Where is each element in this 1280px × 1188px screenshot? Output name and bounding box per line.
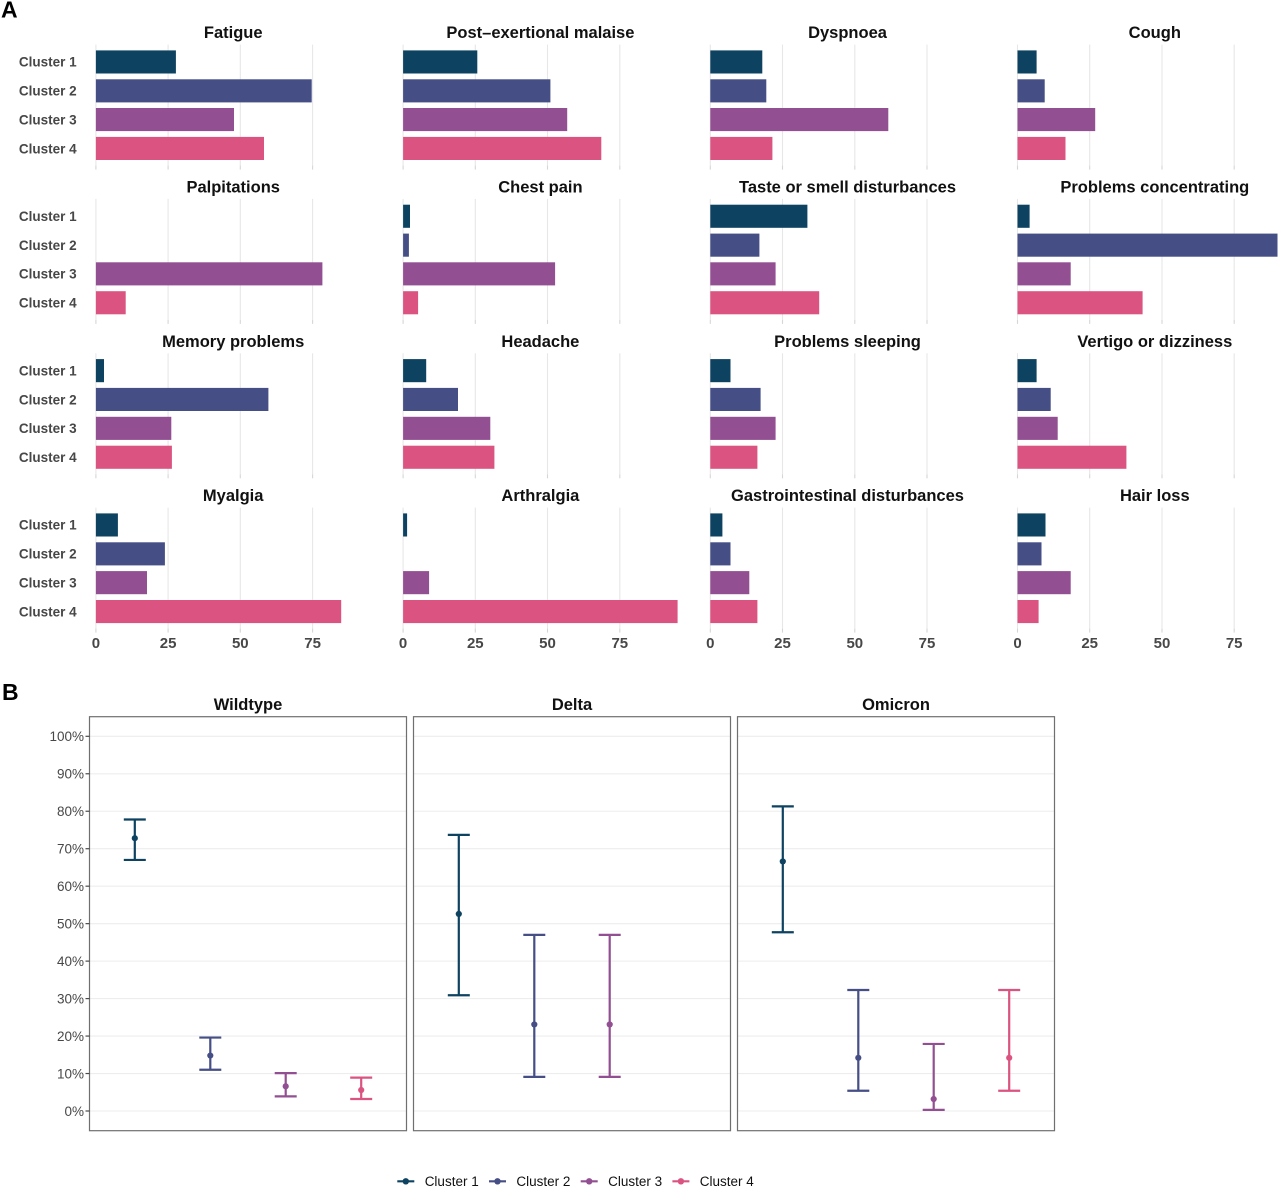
svg-text:75: 75 bbox=[304, 635, 321, 652]
svg-text:50: 50 bbox=[232, 635, 249, 652]
svg-text:Cluster 2: Cluster 2 bbox=[19, 238, 77, 253]
svg-text:0: 0 bbox=[1013, 635, 1021, 652]
svg-text:Cluster 4: Cluster 4 bbox=[19, 141, 77, 156]
svg-text:80%: 80% bbox=[57, 804, 84, 819]
svg-text:70%: 70% bbox=[57, 842, 84, 857]
svg-text:Problems concentrating: Problems concentrating bbox=[1060, 178, 1249, 196]
svg-text:Cluster 2: Cluster 2 bbox=[19, 547, 77, 562]
svg-text:Fatigue: Fatigue bbox=[204, 24, 263, 42]
svg-text:25: 25 bbox=[160, 635, 177, 652]
svg-text:Memory problems: Memory problems bbox=[162, 333, 304, 351]
svg-text:Problems sleeping: Problems sleeping bbox=[774, 333, 921, 351]
svg-text:Headache: Headache bbox=[501, 333, 579, 351]
svg-text:Cluster 3: Cluster 3 bbox=[19, 267, 77, 282]
svg-text:Cluster 1: Cluster 1 bbox=[19, 55, 77, 70]
svg-text:75: 75 bbox=[919, 635, 936, 652]
svg-text:Vertigo or dizziness: Vertigo or dizziness bbox=[1077, 333, 1232, 351]
svg-text:Cluster 3: Cluster 3 bbox=[19, 575, 77, 590]
svg-text:Taste or smell disturbances: Taste or smell disturbances bbox=[739, 178, 956, 196]
svg-text:A: A bbox=[1, 0, 18, 23]
svg-text:Cluster 1: Cluster 1 bbox=[19, 363, 77, 378]
svg-text:B: B bbox=[2, 679, 19, 705]
svg-text:Omicron: Omicron bbox=[862, 696, 930, 714]
svg-text:Gastrointestinal disturbances: Gastrointestinal disturbances bbox=[731, 487, 964, 505]
svg-text:Cluster 2: Cluster 2 bbox=[19, 392, 77, 407]
svg-text:25: 25 bbox=[1081, 635, 1098, 652]
svg-text:25: 25 bbox=[774, 635, 791, 652]
svg-text:0%: 0% bbox=[64, 1104, 84, 1119]
svg-text:Cluster 4: Cluster 4 bbox=[19, 450, 77, 465]
svg-text:Wildtype: Wildtype bbox=[214, 696, 283, 714]
svg-text:30%: 30% bbox=[57, 991, 84, 1006]
svg-text:Delta: Delta bbox=[552, 696, 593, 714]
svg-text:25: 25 bbox=[467, 635, 484, 652]
svg-text:Cluster 2: Cluster 2 bbox=[516, 1174, 570, 1188]
svg-text:50: 50 bbox=[539, 635, 556, 652]
svg-text:50%: 50% bbox=[57, 916, 84, 931]
svg-text:Cluster 1: Cluster 1 bbox=[19, 518, 77, 533]
svg-text:Chest pain: Chest pain bbox=[498, 178, 582, 196]
svg-text:Cluster 4: Cluster 4 bbox=[700, 1174, 755, 1188]
svg-text:20%: 20% bbox=[57, 1029, 84, 1044]
svg-text:60%: 60% bbox=[57, 879, 84, 894]
svg-text:Dyspnoea: Dyspnoea bbox=[808, 24, 888, 42]
svg-text:50: 50 bbox=[1154, 635, 1171, 652]
svg-text:90%: 90% bbox=[57, 767, 84, 782]
svg-text:75: 75 bbox=[1226, 635, 1243, 652]
svg-text:100%: 100% bbox=[49, 729, 84, 744]
svg-text:Arthralgia: Arthralgia bbox=[501, 487, 580, 505]
svg-text:75: 75 bbox=[611, 635, 628, 652]
svg-text:40%: 40% bbox=[57, 954, 84, 969]
svg-text:Hair loss: Hair loss bbox=[1120, 487, 1190, 505]
svg-text:Cluster 3: Cluster 3 bbox=[608, 1174, 662, 1188]
svg-text:Cluster 3: Cluster 3 bbox=[19, 421, 77, 436]
svg-text:Cluster 1: Cluster 1 bbox=[425, 1174, 479, 1188]
svg-text:Cluster 3: Cluster 3 bbox=[19, 112, 77, 127]
svg-text:Cluster 2: Cluster 2 bbox=[19, 84, 77, 99]
svg-text:50: 50 bbox=[846, 635, 863, 652]
svg-text:Myalgia: Myalgia bbox=[203, 487, 264, 505]
svg-text:0: 0 bbox=[92, 635, 100, 652]
svg-text:Cough: Cough bbox=[1129, 24, 1181, 42]
svg-text:0: 0 bbox=[399, 635, 407, 652]
svg-text:Cluster 1: Cluster 1 bbox=[19, 209, 77, 224]
svg-text:Cluster 4: Cluster 4 bbox=[19, 296, 77, 311]
svg-text:0: 0 bbox=[706, 635, 714, 652]
svg-text:10%: 10% bbox=[57, 1066, 84, 1081]
svg-text:Post–exertional malaise: Post–exertional malaise bbox=[446, 24, 634, 42]
svg-text:Cluster 4: Cluster 4 bbox=[19, 604, 77, 619]
svg-text:Palpitations: Palpitations bbox=[186, 178, 280, 196]
